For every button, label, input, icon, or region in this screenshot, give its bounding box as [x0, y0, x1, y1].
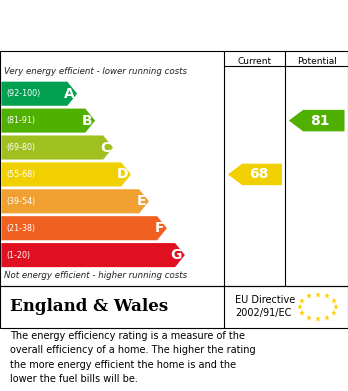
Text: (92-100): (92-100)	[6, 89, 40, 98]
Text: Energy Efficiency Rating: Energy Efficiency Rating	[10, 16, 239, 34]
Polygon shape	[228, 164, 282, 185]
Text: D: D	[117, 167, 128, 181]
Text: E: E	[137, 194, 146, 208]
Text: The energy efficiency rating is a measure of the
overall efficiency of a home. T: The energy efficiency rating is a measur…	[10, 331, 256, 384]
Text: F: F	[155, 221, 164, 235]
Text: (39-54): (39-54)	[6, 197, 35, 206]
Text: Potential: Potential	[297, 57, 337, 66]
Text: 68: 68	[249, 167, 268, 181]
Polygon shape	[1, 135, 113, 160]
Text: A: A	[64, 87, 74, 101]
Text: B: B	[82, 114, 92, 127]
Text: G: G	[171, 248, 182, 262]
Text: (55-68): (55-68)	[6, 170, 35, 179]
Text: Current: Current	[238, 57, 272, 66]
Polygon shape	[1, 82, 77, 106]
Text: England & Wales: England & Wales	[10, 298, 168, 316]
Text: Very energy efficient - lower running costs: Very energy efficient - lower running co…	[4, 67, 187, 76]
Polygon shape	[1, 189, 149, 213]
Text: 81: 81	[310, 114, 330, 127]
Polygon shape	[1, 162, 131, 187]
Text: C: C	[100, 140, 110, 154]
Polygon shape	[289, 110, 345, 131]
Polygon shape	[1, 243, 185, 267]
Text: (21-38): (21-38)	[6, 224, 35, 233]
Text: Not energy efficient - higher running costs: Not energy efficient - higher running co…	[4, 271, 187, 280]
Text: (1-20): (1-20)	[6, 251, 30, 260]
Text: (81-91): (81-91)	[6, 116, 35, 125]
Text: EU Directive
2002/91/EC: EU Directive 2002/91/EC	[235, 294, 295, 318]
Text: (69-80): (69-80)	[6, 143, 35, 152]
Polygon shape	[1, 109, 95, 133]
Polygon shape	[1, 216, 167, 240]
